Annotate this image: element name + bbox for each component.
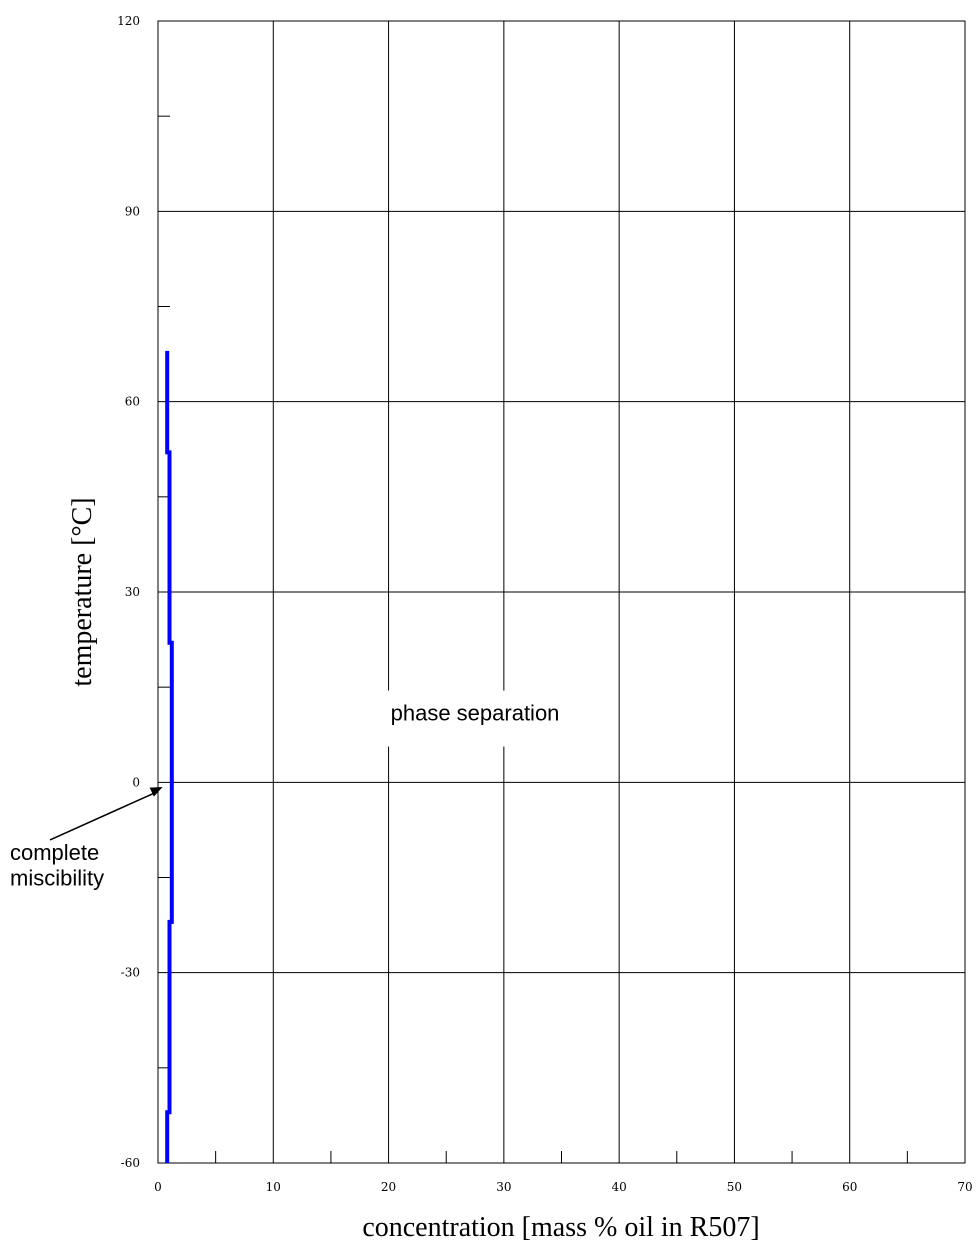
series-layer <box>165 350 174 1163</box>
y-tick-label: 30 <box>125 585 140 599</box>
x-tick-label: 0 <box>154 1180 162 1194</box>
y-tick-label: -30 <box>121 966 140 980</box>
y-tick-label: -60 <box>121 1156 140 1170</box>
x-tick-label: 20 <box>381 1180 396 1194</box>
y-tick-label: 0 <box>132 775 140 789</box>
miscibility-curve <box>165 350 174 1163</box>
complete-miscibility-label: complete <box>10 840 99 865</box>
phase-separation-label: phase separation <box>391 701 560 726</box>
y-axis-title: temperature [°C] <box>67 497 98 686</box>
x-tick-label: 50 <box>727 1180 742 1194</box>
y-tick-label: 90 <box>125 204 140 218</box>
y-tick-label: 60 <box>125 395 140 409</box>
arrow-line <box>49 791 157 841</box>
x-tick-label: 10 <box>266 1180 281 1194</box>
x-tick-label: 60 <box>842 1180 857 1194</box>
x-axis-title: concentration [mass % oil in R507] <box>362 1212 759 1243</box>
arrow-head <box>149 787 163 797</box>
grid <box>158 21 965 1163</box>
complete-miscibility-label: miscibility <box>10 866 104 891</box>
label-background <box>367 690 584 747</box>
y-tick-label: 120 <box>117 14 140 28</box>
x-tick-label: 40 <box>612 1180 627 1194</box>
x-tick-label: 70 <box>957 1180 972 1194</box>
x-tick-label: 30 <box>496 1180 511 1194</box>
axis-ticks: 0 10 20 30 40 50 60 70 -60 -30 0 30 60 90 120 <box>117 14 973 1194</box>
